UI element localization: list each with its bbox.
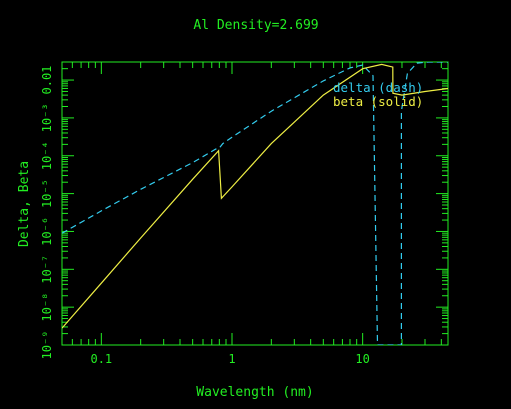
x-axis-label: Wavelength (nm) xyxy=(196,385,313,400)
x-tick-label: 1 xyxy=(228,352,235,366)
y-tick-label: 10⁻⁷ xyxy=(40,255,54,284)
chart-title: Al Density=2.699 xyxy=(193,18,318,33)
y-axis-label: Delta, Beta xyxy=(17,161,32,247)
y-tick-label: 10⁻⁸ xyxy=(40,293,54,322)
delta-series-line xyxy=(62,62,448,345)
y-tick-label: 10⁻⁹ xyxy=(40,331,54,360)
legend-beta: beta (solid) xyxy=(333,94,423,109)
y-tick-label: 10⁻⁴ xyxy=(40,141,54,170)
y-tick-label: 10⁻³ xyxy=(40,103,54,132)
x-tick-label: 0.1 xyxy=(90,352,112,366)
x-tick-label: 10 xyxy=(355,352,369,366)
y-tick-label: 10⁻⁵ xyxy=(40,179,54,208)
beta-series-line xyxy=(62,63,448,329)
plot-frame xyxy=(61,61,449,346)
legend-delta: delta (dash) xyxy=(333,80,423,95)
y-tick-label: 10⁻⁶ xyxy=(40,217,54,246)
y-tick-label: 0.01 xyxy=(40,66,54,95)
